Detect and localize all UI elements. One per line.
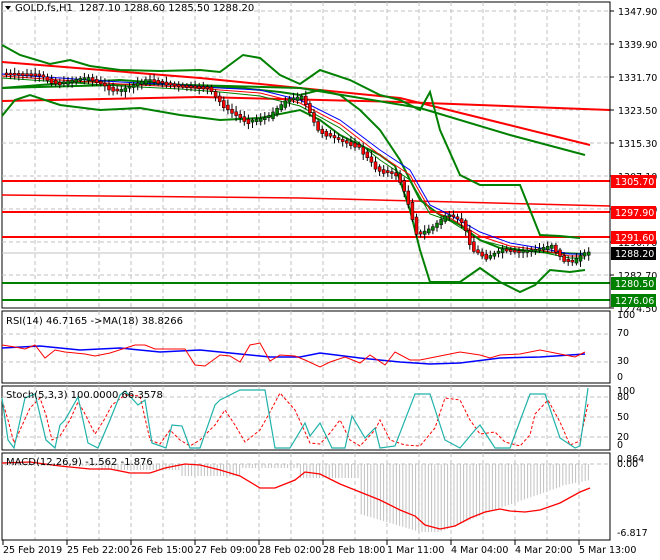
ma-green [1,77,585,259]
ma-blue [1,73,585,255]
time-tick: 25 Feb 22:00 [67,545,129,556]
svg-text:30: 30 [617,356,629,367]
time-tick: 25 Feb 2019 [3,545,62,556]
ma-red [1,75,585,257]
candlesticks[interactable] [4,67,591,267]
current-price-tag [611,247,656,260]
level-tag [611,231,656,244]
bollinger-upper [1,44,581,239]
macd-histogram [5,464,589,532]
ohlc-values: 1287.10 1288.60 1285.50 1288.20 [79,3,255,14]
rsi-pane[interactable] [1,310,611,384]
svg-text:0: 0 [617,440,623,451]
price-tick: 1315.30 [618,139,657,150]
time-axis: 25 Feb 2019 25 Feb 22:00 26 Feb 15:00 27 Fe… [2,539,636,556]
svg-text:1280.50: 1280.50 [615,279,654,290]
collapse-arrow-icon[interactable] [5,6,11,10]
time-tick: 27 Feb 09:00 [195,545,257,556]
level-tag [611,277,656,290]
svg-text:-6.817: -6.817 [617,528,648,539]
price-tick: 1339.90 [618,40,657,51]
time-tick: 5 Mar 13:00 [579,545,636,556]
chart-header: GOLD.fs,H1 1287.10 1288.60 1285.50 1288.… [15,3,254,14]
time-tick: 4 Mar 04:00 [451,545,508,556]
time-tick: 28 Feb 02:00 [259,545,321,556]
svg-text:0: 0 [617,372,623,383]
rsi-axis: 100 70 30 0 [609,310,635,383]
rsi-line [1,342,586,368]
level-tag [611,294,656,307]
svg-text:50: 50 [617,412,629,423]
macd-pane[interactable] [1,452,611,541]
stoch-signal-line [1,392,589,447]
trendline-lower-red [1,194,611,207]
level-tag [611,206,656,219]
svg-text:1276.06: 1276.06 [615,296,654,307]
svg-text:70: 70 [617,328,629,339]
svg-text:20: 20 [617,432,629,443]
svg-text:1288.20: 1288.20 [615,249,654,260]
svg-text:100: 100 [617,310,635,321]
time-tick: 4 Mar 20:00 [515,545,572,556]
rsi-ma-line [1,345,586,365]
stoch-main-line [1,387,589,450]
price-axis: 1347.901339.901331.701323.501315.301307.… [609,2,657,315]
price-tick: 1347.90 [618,7,657,18]
time-tick: 26 Feb 15:00 [131,545,193,556]
rsi-title: RSI(14) 46.7165 ->MA(18) 38.8266 [6,316,183,327]
grid [2,2,610,308]
svg-text:0.864: 0.864 [617,454,644,465]
svg-text:100: 100 [617,386,635,397]
svg-text:0.00: 0.00 [617,459,638,470]
macd-title: MACD(12,26,9) -1.562 -1.876 [6,457,153,468]
time-tick: 1 Mar 11:00 [387,545,444,556]
stoch-title: Stoch(5,3,3) 100.0000 66.3578 [6,390,163,401]
price-tick: 1331.70 [618,73,657,84]
svg-text:1297.90: 1297.90 [615,208,654,219]
stoch-pane[interactable] [1,385,611,451]
price-tick: 1274.50 [618,304,657,315]
svg-text:80: 80 [617,392,629,403]
main-price-pane[interactable] [1,1,611,309]
level-tag [611,175,656,188]
time-tick: 28 Feb 18:00 [323,545,385,556]
svg-text:1305.70: 1305.70 [615,177,654,188]
bollinger-lower [1,93,586,294]
svg-text:1291.60: 1291.60 [615,233,654,244]
price-tick: 1323.50 [618,106,657,117]
price-tick: 1282.70 [618,271,657,282]
macd-signal-line [1,461,591,530]
symbol-timeframe: GOLD.fs,H1 [15,3,73,14]
